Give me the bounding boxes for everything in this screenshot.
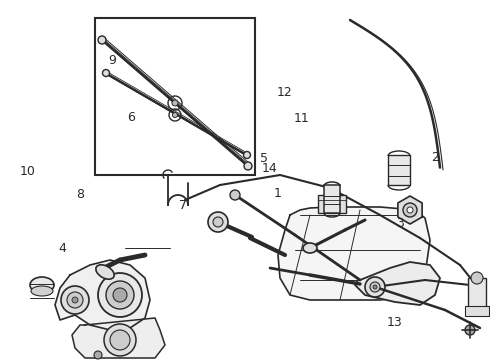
Bar	[468, 278, 486, 308]
Bar	[318, 195, 346, 213]
Circle shape	[208, 212, 228, 232]
Circle shape	[373, 285, 377, 289]
Text: 8: 8	[76, 188, 84, 201]
Circle shape	[172, 100, 178, 106]
Text: 6: 6	[127, 111, 135, 123]
Circle shape	[61, 286, 89, 314]
Ellipse shape	[303, 243, 317, 253]
Text: 14: 14	[262, 162, 278, 175]
Ellipse shape	[31, 286, 53, 296]
Text: 1: 1	[273, 187, 281, 200]
Ellipse shape	[96, 265, 114, 279]
Bar	[324, 185, 340, 213]
Circle shape	[106, 281, 134, 309]
Circle shape	[230, 190, 240, 200]
Text: 13: 13	[387, 316, 403, 329]
Polygon shape	[55, 260, 150, 330]
Circle shape	[244, 162, 252, 170]
Circle shape	[213, 217, 223, 227]
Circle shape	[465, 325, 475, 335]
Text: 3: 3	[396, 217, 404, 230]
Text: 9: 9	[108, 54, 116, 67]
Ellipse shape	[30, 277, 54, 293]
Circle shape	[110, 330, 130, 350]
Circle shape	[98, 36, 106, 44]
Circle shape	[407, 207, 413, 213]
Text: 5: 5	[260, 152, 268, 165]
Text: 12: 12	[277, 86, 293, 99]
Circle shape	[67, 292, 83, 308]
Polygon shape	[398, 196, 422, 224]
Text: 11: 11	[294, 112, 310, 125]
Polygon shape	[355, 262, 440, 305]
Polygon shape	[278, 207, 430, 300]
Circle shape	[94, 351, 102, 359]
Circle shape	[113, 288, 127, 302]
Circle shape	[244, 152, 250, 158]
Circle shape	[365, 277, 385, 297]
Text: 10: 10	[20, 165, 35, 177]
Polygon shape	[72, 318, 165, 358]
Text: 7: 7	[179, 199, 187, 212]
Text: 2: 2	[431, 151, 439, 164]
Circle shape	[403, 203, 417, 217]
Bar	[388, 155, 410, 185]
Circle shape	[370, 282, 380, 292]
Circle shape	[102, 69, 109, 77]
Text: 4: 4	[59, 242, 67, 255]
Bar	[465, 306, 489, 316]
Circle shape	[172, 113, 177, 117]
Bar	[95, 18, 255, 175]
Circle shape	[72, 297, 78, 303]
Circle shape	[104, 324, 136, 356]
Circle shape	[98, 273, 142, 317]
Circle shape	[471, 272, 483, 284]
